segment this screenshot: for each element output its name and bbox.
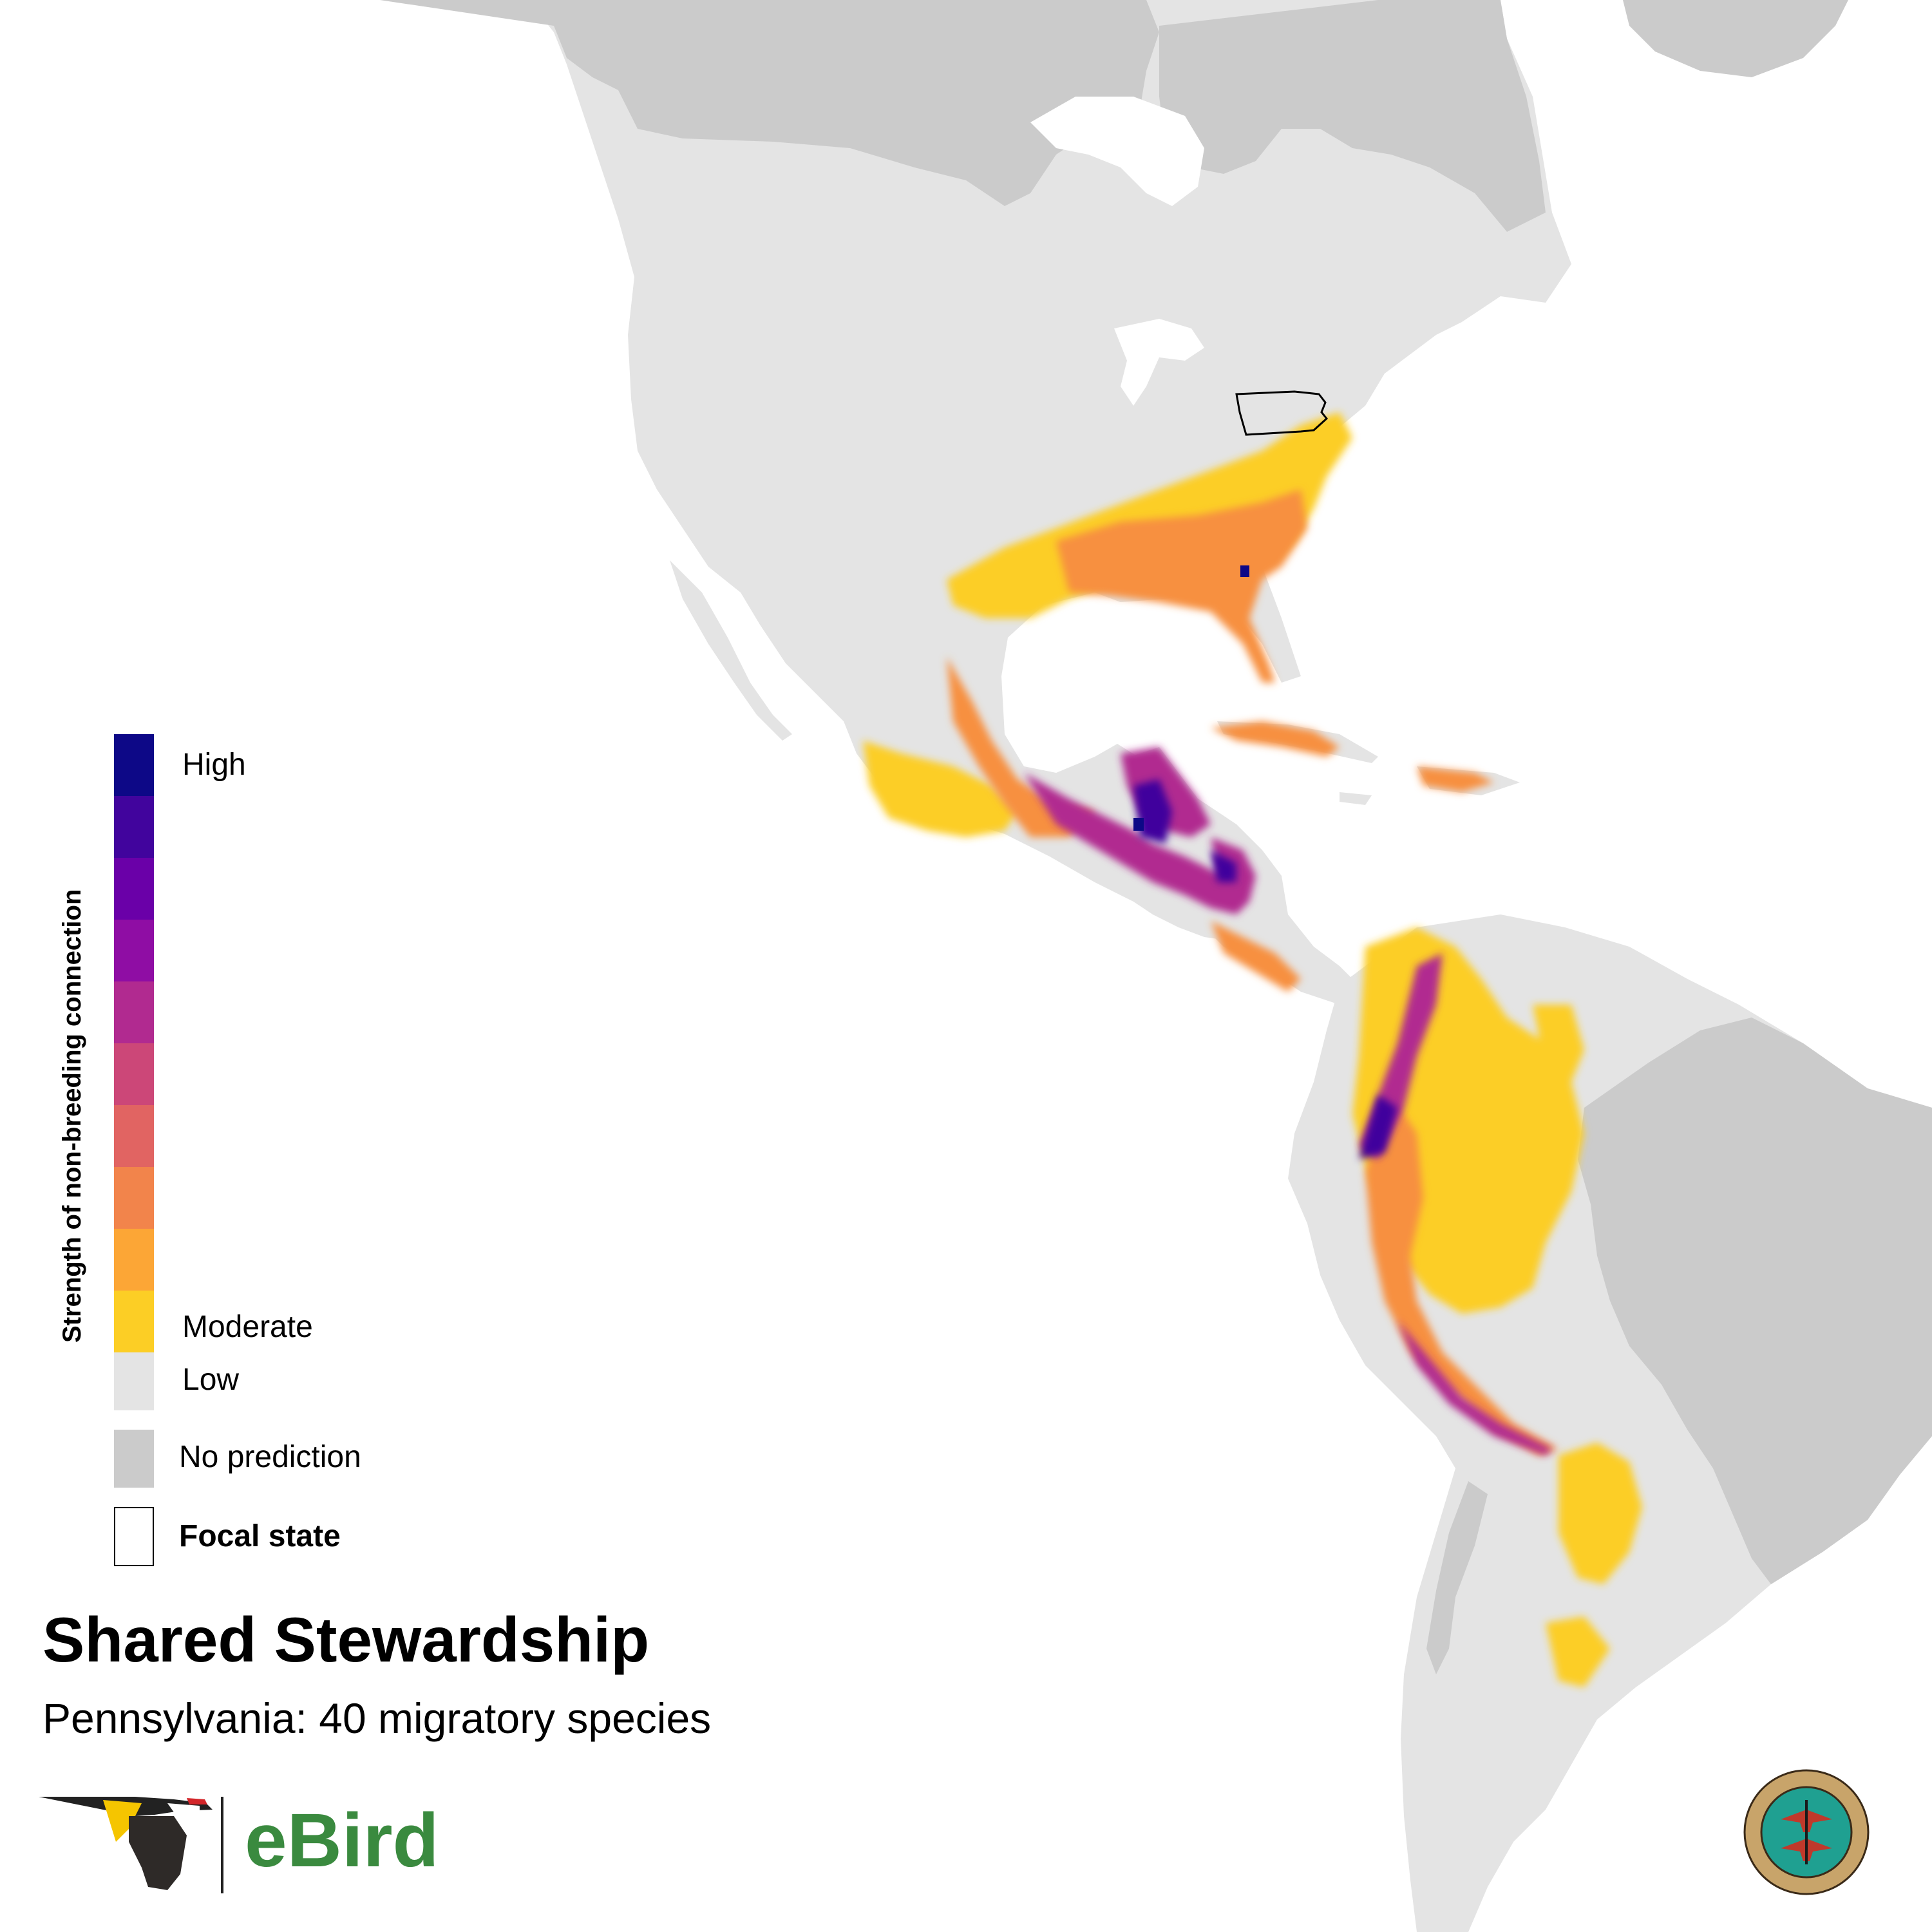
legend-scale-swatch bbox=[114, 1167, 154, 1229]
legend-focal-swatch bbox=[114, 1507, 154, 1566]
logo-divider bbox=[221, 1797, 223, 1893]
map-title: Shared Stewardship bbox=[43, 1604, 650, 1675]
focal-state-outline bbox=[1235, 390, 1329, 436]
chile-no-prediction bbox=[1426, 1481, 1488, 1674]
northeast-no-prediction bbox=[1159, 0, 1546, 232]
legend-scale-swatch bbox=[114, 1105, 154, 1167]
legend-focal-label: Focal state bbox=[179, 1519, 341, 1553]
legend-low-label: Low bbox=[182, 1363, 240, 1397]
legend-title-text: Strength of non-breeding connection bbox=[58, 889, 86, 1343]
legend-scale-swatch bbox=[114, 981, 154, 1043]
legend-scale-swatch bbox=[114, 1229, 154, 1291]
legend-scale-swatch bbox=[114, 1043, 154, 1105]
legend-no-prediction-label: No prediction bbox=[179, 1440, 361, 1474]
north-america-land bbox=[377, 0, 1571, 960]
legend-scale-swatch bbox=[114, 1291, 154, 1352]
hudson-bay bbox=[1030, 97, 1204, 206]
connection-highest-georgia bbox=[1240, 565, 1249, 577]
partners-in-flight-seal-icon bbox=[1743, 1769, 1870, 1895]
legend-low-swatch bbox=[114, 1352, 154, 1410]
legend-scale-swatch bbox=[114, 734, 154, 796]
great-lakes bbox=[1114, 319, 1204, 406]
legend-moderate-label: Moderate bbox=[182, 1310, 313, 1344]
connection-highest-guatemala bbox=[1133, 818, 1144, 831]
north-no-prediction bbox=[380, 0, 1159, 206]
brazil-no-prediction bbox=[1578, 1018, 1932, 1584]
color-scale bbox=[114, 734, 154, 1352]
map-subtitle: Pennsylvania: 40 migratory species bbox=[43, 1694, 712, 1742]
legend-scale-swatch bbox=[114, 920, 154, 981]
ebird-bird-logo-icon bbox=[39, 1797, 213, 1890]
baja-land bbox=[670, 560, 792, 741]
greenland-no-prediction bbox=[1623, 0, 1848, 77]
legend-high-label: High bbox=[182, 748, 246, 782]
legend-scale-swatch bbox=[114, 858, 154, 920]
legend-scale-swatch bbox=[114, 796, 154, 858]
ebird-wordmark: eBird bbox=[245, 1798, 439, 1883]
legend-no-prediction-swatch bbox=[114, 1430, 154, 1488]
